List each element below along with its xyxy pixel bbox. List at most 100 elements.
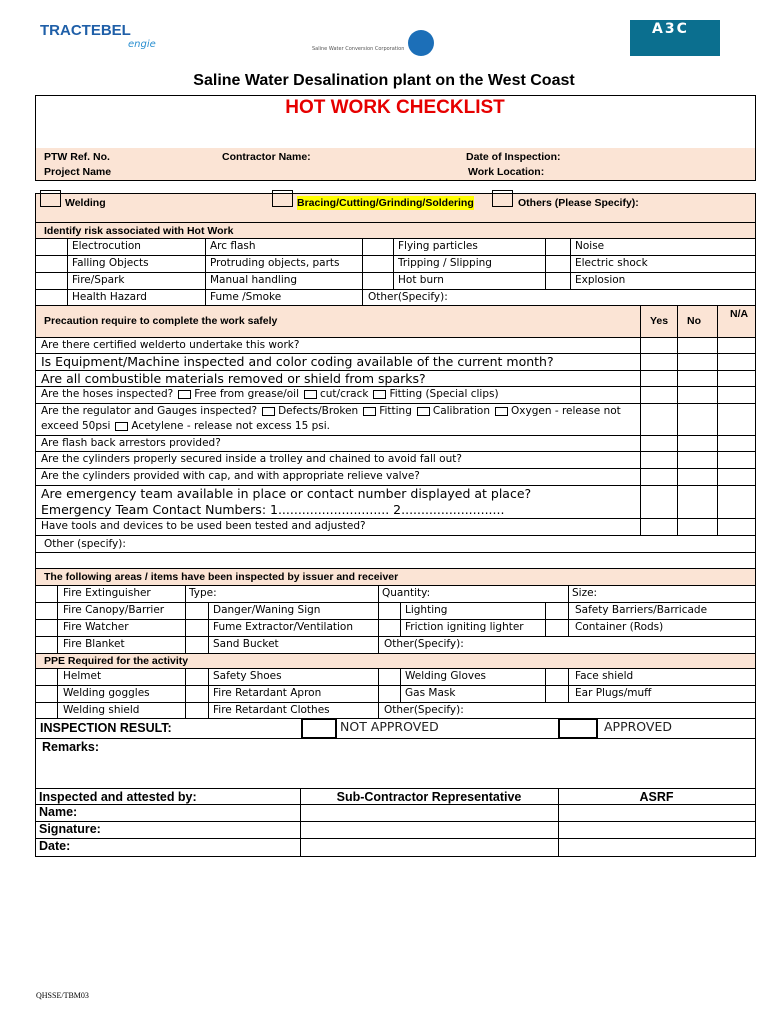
question: Are the regulator and Gauges inspected? D… (41, 404, 637, 434)
info-label: Contractor Name: (222, 151, 311, 163)
question-text: Are flash back arrestors provided? (41, 437, 221, 449)
cell (677, 403, 718, 436)
signoff-label: Signature: (39, 822, 101, 836)
risk-item: Other(Specify): (368, 291, 448, 303)
cell (717, 353, 756, 371)
item: Welding Gloves (405, 670, 487, 682)
cell (677, 451, 718, 469)
cell (378, 619, 401, 637)
option: Oxygen - release not exceed 50psi (41, 405, 621, 432)
cell (378, 685, 401, 703)
cell (35, 619, 58, 637)
risk-item: Explosion (575, 274, 626, 286)
cell (300, 838, 559, 857)
risk-item: Arc flash (210, 240, 256, 252)
item: Fume Extractor/Ventilation (213, 621, 354, 633)
checkbox (178, 389, 192, 399)
cell (35, 636, 58, 654)
result-option: NOT APPROVED (340, 719, 439, 734)
item: Danger/Waning Sign (213, 604, 321, 616)
checkbox (40, 190, 61, 207)
item: Helmet (63, 670, 102, 682)
option: Calibration (432, 405, 491, 417)
cell (378, 668, 401, 686)
question-text: Have tools and devices to be used been t… (41, 520, 366, 532)
item: Welding goggles (63, 687, 150, 699)
cell (717, 451, 756, 469)
signoff-header: Inspected and attested by: (39, 790, 197, 804)
signoff-label: Date: (39, 839, 71, 853)
cell (35, 585, 58, 603)
item: Other(Specify): (384, 638, 464, 650)
cell (35, 602, 58, 620)
other-label: Other (specify): (44, 538, 126, 550)
question-text: Are there certified welderto undertake t… (41, 339, 300, 351)
cell (558, 821, 756, 839)
page-title: Saline Water Desalination plant on the W… (193, 72, 575, 89)
info-label: Work Location: (468, 166, 545, 178)
checkbox (416, 406, 430, 416)
item: Lighting (405, 604, 448, 616)
cell (300, 804, 559, 822)
info-band (36, 148, 755, 180)
signoff-header: Sub-Contractor Representative (336, 790, 522, 804)
cell (35, 255, 68, 273)
cell (300, 821, 559, 839)
checkbox (303, 389, 317, 399)
item: Quantity: (382, 587, 431, 599)
question-text: Are the cylinders properly secured insid… (41, 453, 462, 465)
cell (640, 468, 678, 486)
risk-item: Manual handling (210, 274, 298, 286)
column-label: Yes (650, 315, 669, 327)
cell (677, 435, 718, 452)
item: Other(Specify): (384, 704, 464, 716)
item: Welding shield (63, 704, 140, 716)
cell (545, 602, 569, 620)
risk-item: Health Hazard (72, 291, 147, 303)
column-header (677, 305, 718, 338)
cell (677, 337, 718, 354)
column-header (640, 305, 678, 338)
question-text: Is Equipment/Machine inspected and color… (41, 354, 554, 369)
cell (640, 518, 678, 536)
cell (717, 386, 756, 404)
cell (545, 255, 571, 273)
question-text: Are the regulator and Gauges inspected? (41, 405, 258, 417)
question: Are all combustible materials removed or… (41, 371, 637, 387)
item: Sand Bucket (213, 638, 279, 650)
cell (378, 602, 401, 620)
cell (545, 272, 571, 290)
cell (640, 386, 678, 404)
item: Size: (572, 587, 598, 599)
info-label: Project Name (44, 166, 112, 178)
cell (35, 685, 58, 703)
item: Fire Retardant Apron (213, 687, 322, 699)
item: Type: (189, 587, 217, 599)
cell (545, 238, 571, 256)
remarks-label: Remarks: (42, 740, 99, 754)
cell (677, 518, 718, 536)
cell (677, 353, 718, 371)
item: Fire Blanket (63, 638, 125, 650)
logo-text: engie (128, 39, 156, 50)
footer-code: QHSSE/TBM03 (36, 991, 89, 1000)
checkbox (373, 389, 387, 399)
cell (717, 337, 756, 354)
form-title: HOT WORK CHECKLIST (285, 97, 505, 118)
option: Fitting (379, 405, 412, 417)
cell (185, 636, 209, 654)
checkbox (301, 718, 337, 739)
checkbox (115, 421, 129, 431)
work-type: Bracing/Cutting/Grinding/Soldering (297, 196, 474, 210)
item: Fire Watcher (63, 621, 129, 633)
item: Friction igniting lighter (405, 621, 524, 633)
option: Acetylene - release not excess 15 psi. (131, 420, 331, 432)
cell (185, 619, 209, 637)
cell (35, 552, 756, 569)
checkbox (495, 406, 509, 416)
cell (677, 386, 718, 404)
item: Gas Mask (405, 687, 456, 699)
info-label: Date of Inspection: (466, 151, 561, 163)
question-text: Are the hoses inspected? (41, 388, 174, 400)
cell (640, 451, 678, 469)
